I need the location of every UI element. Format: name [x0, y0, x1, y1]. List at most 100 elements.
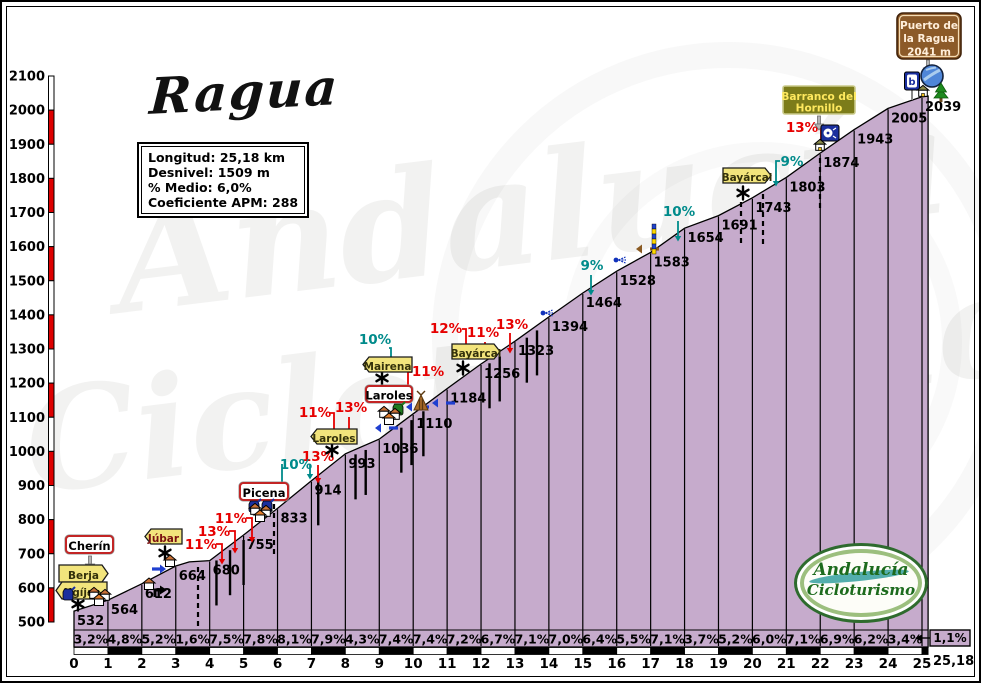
altitude-bar-segment — [48, 553, 55, 589]
y-tick-label: 1800 — [9, 172, 45, 187]
gradient-cell-label: 7,4% — [413, 632, 448, 647]
gradient-annotation-label: 10% — [663, 204, 696, 220]
gradient-cell-label: 7,1% — [515, 632, 550, 647]
arrowhead — [306, 474, 314, 480]
polygon-shape — [381, 412, 397, 419]
y-tick-label: 1300 — [9, 343, 45, 358]
info-medio: % Medio: 6,0% — [148, 180, 252, 195]
polygon-shape — [722, 167, 772, 184]
arrow-left-blue-icon — [375, 423, 398, 433]
scale-bar-cell — [446, 647, 482, 655]
scale-bar-cell — [752, 647, 787, 655]
altitude-label: 564 — [111, 603, 138, 618]
sign-picena — [238, 481, 290, 502]
gradient-cell-label: 6,0% — [752, 632, 787, 647]
x-tick-label: 18 — [675, 656, 694, 672]
hostel-sign-icon — [904, 71, 920, 100]
scale-bar-cell — [480, 647, 516, 655]
scale-bar-cell — [514, 647, 550, 655]
path-shape — [62, 588, 74, 601]
gradient-cell-label: 7,5% — [209, 632, 244, 647]
line-shape — [832, 135, 837, 139]
sign-label: 2041 m — [907, 47, 951, 59]
rect-shape — [782, 85, 856, 115]
crossroads-star-icon — [325, 442, 339, 458]
gradient-annotation-label: 9% — [581, 258, 604, 274]
altitude-label: 1803 — [789, 180, 825, 195]
altitude-label: 755 — [247, 538, 274, 553]
sign-jubar — [144, 528, 183, 545]
crossroads-star-icon — [375, 370, 389, 386]
altitude-bar-segment — [48, 143, 55, 179]
y-tick-label: 1400 — [9, 308, 45, 323]
sign-label: Laroles — [365, 389, 412, 403]
scale-bar-cell — [785, 647, 821, 655]
sign-label: Laroles — [312, 433, 355, 445]
polygon-shape — [160, 564, 166, 574]
polygon-shape — [406, 402, 412, 412]
scale-bar-cell — [582, 647, 618, 655]
refuge-icon — [812, 138, 828, 151]
rect-shape — [88, 555, 92, 565]
viewpoint-small-icon — [613, 256, 626, 264]
altitude-label: 664 — [179, 569, 206, 584]
scale-bar-cell — [243, 647, 278, 655]
refuge-icon — [915, 84, 931, 97]
rect-shape — [144, 582, 154, 590]
polyline-shape — [330, 412, 335, 431]
sign-label: Bayárcal — [722, 172, 773, 184]
circle-shape — [540, 310, 546, 316]
polygon-shape — [451, 343, 501, 360]
x-tick-label: 0 — [69, 656, 78, 672]
altitude-bar-segment — [48, 485, 55, 521]
house-icon — [141, 577, 157, 590]
line-shape — [325, 445, 339, 455]
y-tick-label: 1200 — [9, 377, 45, 392]
rect-shape — [446, 401, 455, 405]
altitude-bar-segment — [48, 177, 55, 213]
gradient-annotation-red — [506, 333, 514, 354]
polygon-shape — [141, 577, 157, 584]
gradient-cell-label: 4,3% — [345, 632, 380, 647]
sign-label: Berja — [68, 570, 99, 582]
arrowhead — [248, 537, 256, 543]
scale-bar-cell — [378, 647, 414, 655]
x-tick-label: 5 — [239, 656, 248, 672]
globe-icon — [920, 64, 944, 88]
rect-shape — [817, 115, 821, 125]
gradient-cell-label: 7,9% — [311, 632, 346, 647]
altitude-label: 1654 — [688, 231, 724, 246]
x-tick-label: 8 — [341, 656, 350, 672]
x-tick-label: 3 — [171, 656, 180, 672]
scale-bar-cell — [887, 647, 923, 655]
altitude-label: 1743 — [755, 201, 791, 216]
y-axis — [48, 75, 55, 623]
scale-bar-cell — [853, 647, 889, 655]
gradient-annotation-label: 12% — [430, 321, 463, 337]
altitude-label: 1256 — [484, 367, 520, 382]
gradient-annotation-label: 9% — [781, 154, 804, 170]
altitude-label: 532 — [77, 614, 104, 629]
polygon-shape — [247, 502, 263, 509]
x-tick-label: 6 — [273, 656, 282, 672]
polygon-shape — [933, 88, 949, 99]
rect-shape — [389, 426, 398, 430]
y-tick-label: 500 — [18, 616, 45, 631]
altitude-bar-segment — [48, 75, 55, 111]
tent-icon — [413, 390, 429, 411]
gradient-cell-label: 3,4% — [888, 632, 923, 647]
hostel-glyph: b — [908, 77, 915, 88]
line-shape — [401, 401, 406, 406]
polygon-shape — [636, 244, 642, 254]
crossroads-star-icon — [456, 360, 470, 376]
scale-bar-cell — [209, 647, 244, 655]
gradient-annotation-label: 13% — [198, 524, 231, 540]
climb-title: Ragua — [148, 57, 341, 126]
gradient-annotation-label: 10% — [359, 332, 392, 348]
line-shape — [158, 548, 172, 558]
steep-ticks — [196, 158, 822, 627]
path-shape — [923, 68, 941, 82]
altitude-bar-segment — [48, 212, 55, 248]
polygon-shape — [86, 586, 102, 593]
gradient-cell-label: 7,8% — [243, 632, 278, 647]
